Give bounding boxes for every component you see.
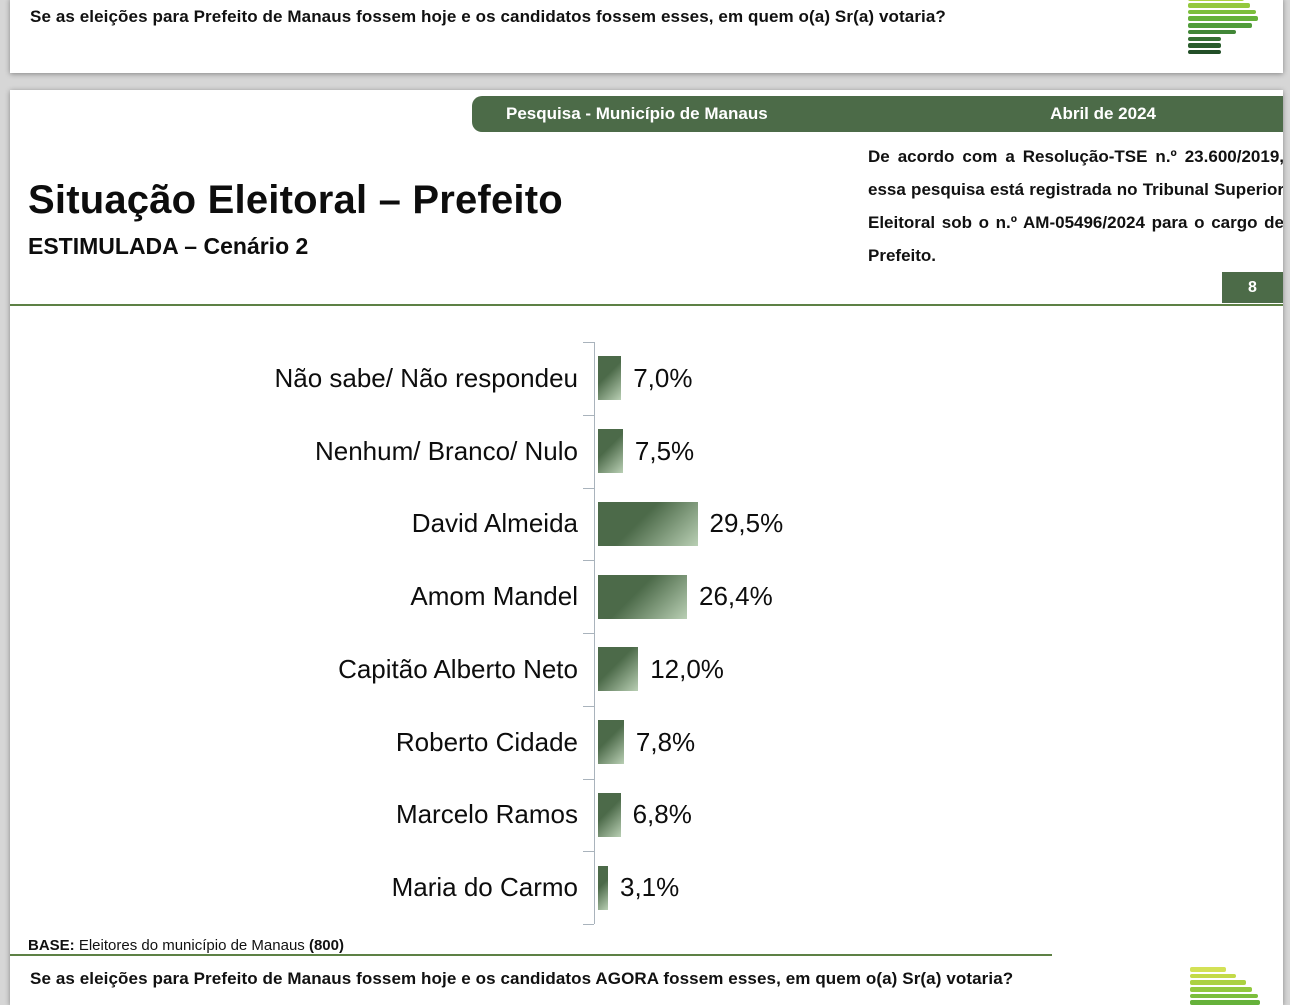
prev-question-text: Se as eleições para Prefeito de Manaus f… [30,7,946,26]
chart-row: Capitão Alberto Neto 12,0% [10,633,1283,706]
base-note: BASE: Eleitores do município de Manaus (… [28,937,344,954]
logo-bar [1190,993,1258,999]
logo-bar [1190,1000,1260,1005]
value-label: 7,5% [634,435,695,466]
category-label: David Almeida [411,508,578,539]
band-date-label: Abril de 2024 [1050,104,1156,123]
logo-bar [1190,980,1246,985]
chart-bar [597,647,639,692]
category-label: Capitão Alberto Neto [338,653,578,684]
chart-row: Não sabe/ Não respondeu 7,0% [10,342,1283,415]
category-label: Nenhum/ Branco/ Nulo [314,435,578,466]
value-label: 29,5% [709,508,784,539]
logo-bar [1188,49,1221,55]
category-label: Roberto Cidade [395,726,578,757]
value-label: 7,8% [635,726,696,757]
value-label: 3,1% [620,872,680,903]
category-label: Amom Mandel [410,581,578,612]
chart-row: Roberto Cidade 7,8% [10,706,1283,779]
header-band: Pesquisa - Município de Manaus Abril de … [472,96,1283,132]
chart-bar [597,429,623,474]
logo-bar [1188,3,1250,8]
logo-bar [1188,29,1236,35]
previous-slide-card: Se as eleições para Prefeito de Manaus f… [10,0,1283,73]
logo-bar [1190,973,1236,979]
base-note-prefix: BASE: [28,937,75,954]
chart-row: Nenhum/ Branco/ Nulo 7,5% [10,415,1283,488]
page-subtitle: ESTIMULADA – Cenário 2 [28,233,309,259]
logo-bar [1190,967,1226,972]
logo-bar [1190,987,1252,992]
chart-rows: Não sabe/ Não respondeu 7,0% Nenhum/ Branc… [10,342,1283,924]
axis-tick [583,705,594,707]
category-label: Marcelo Ramos [395,799,578,830]
axis-tick [583,778,594,780]
chart-bar [597,720,624,765]
band-survey-label: Pesquisa - Município de Manaus [506,104,768,123]
category-label: Maria do Carmo [391,872,578,903]
chart-axis-line [594,342,595,924]
axis-tick [583,924,594,925]
green-bars-p-logo-icon [1190,967,1270,1005]
base-note-count: (800) [308,937,344,954]
axis-tick [583,851,594,853]
axis-tick [583,633,594,634]
chart-row: David Almeida 29,5% [10,488,1283,561]
logo-bar [1188,0,1244,1]
chart-row: Maria do Carmo 3,1% [10,851,1283,924]
value-label: 26,4% [699,581,773,612]
logo-bar [1188,16,1258,22]
logo-bar [1188,43,1221,48]
axis-tick [583,560,594,562]
tse-registration-note: De acordo com a Resolução-TSE n.º 23.600… [868,147,1283,265]
chart-row: Amom Mandel 26,4% [10,560,1283,633]
next-question-text: Se as eleições para Prefeito de Manaus f… [30,969,1014,988]
chart-bar [597,865,608,910]
chart-bar [597,792,621,837]
green-bars-p-logo-icon [1188,0,1268,57]
axis-tick [583,342,594,343]
category-label: Não sabe/ Não respondeu [274,362,578,393]
logo-bar [1188,9,1256,15]
chart-bar [597,574,687,619]
value-label: 6,8% [632,799,692,830]
main-slide-card: Pesquisa - Município de Manaus Abril de … [10,90,1283,1005]
axis-tick [583,487,594,489]
bottom-divider-rule [10,954,1052,956]
value-label: 12,0% [650,653,724,684]
page-number-badge: 8 [1222,272,1283,303]
value-label: 7,0% [633,362,693,393]
chart-bar [597,501,698,546]
base-note-text: Eleitores do município de Manaus [74,937,309,954]
axis-tick [583,414,594,416]
bar-chart: Não sabe/ Não respondeu 7,0% Nenhum/ Branc… [10,342,1283,925]
logo-bar [1188,23,1252,28]
page-title: Situação Eleitoral – Prefeito [28,178,563,222]
chart-row: Marcelo Ramos 6,8% [10,779,1283,852]
chart-bar [597,356,622,401]
top-divider-rule [10,304,1283,306]
logo-bar [1188,36,1221,42]
